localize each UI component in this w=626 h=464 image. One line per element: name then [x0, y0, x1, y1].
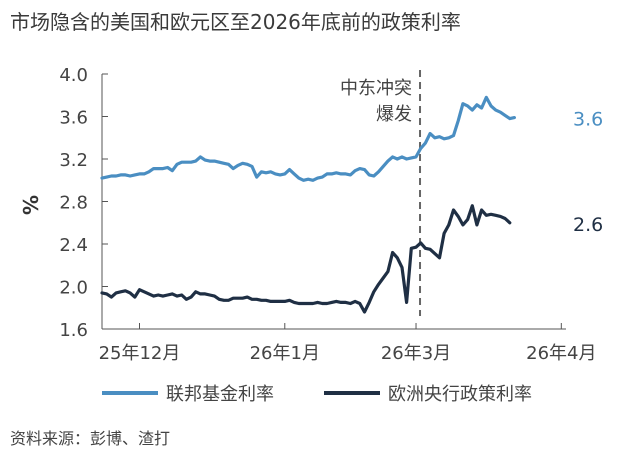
y-tick-label: 4.0	[59, 65, 88, 86]
x-tick-label: 26年1月	[250, 343, 320, 364]
annotation-text: 中东冲突	[340, 78, 412, 99]
series-lines: 3.6 2.6	[100, 95, 603, 314]
y-tick-label: 2.0	[59, 278, 88, 299]
y-tick-label: 3.2	[59, 150, 88, 171]
y-axis-label: %	[19, 195, 43, 215]
legend-label: 联邦基金利率	[166, 384, 274, 405]
series-end-label: 2.6	[573, 214, 603, 236]
x-tick-label: 26年3月	[381, 343, 451, 364]
x-tick-label: 25年12月	[99, 343, 181, 364]
source-note: 资料来源：彭博、渣打	[10, 429, 171, 448]
series-line-2	[100, 204, 512, 314]
series-end-label: 3.6	[573, 109, 603, 131]
series-line-1	[100, 95, 517, 182]
y-axis: 4.0 3.6 3.2 2.8 2.4 2.0 1.6%	[19, 65, 108, 341]
y-tick-label: 2.8	[59, 193, 88, 214]
legend-label: 欧洲央行政策利率	[388, 384, 532, 405]
y-tick-label: 3.6	[59, 108, 88, 129]
legend: 联邦基金利率 欧洲央行政策利率	[102, 384, 532, 405]
x-tick-label: 26年4月	[526, 343, 596, 364]
chart-title: 市场隐含的美国和欧元区至2026年底前的政策利率	[10, 10, 461, 34]
y-tick-label: 2.4	[59, 235, 88, 256]
x-axis: 25年12月 26年1月 26年3月 26年4月	[99, 323, 596, 364]
y-tick-label: 1.6	[59, 320, 88, 341]
annotation-text: 爆发	[376, 104, 412, 125]
